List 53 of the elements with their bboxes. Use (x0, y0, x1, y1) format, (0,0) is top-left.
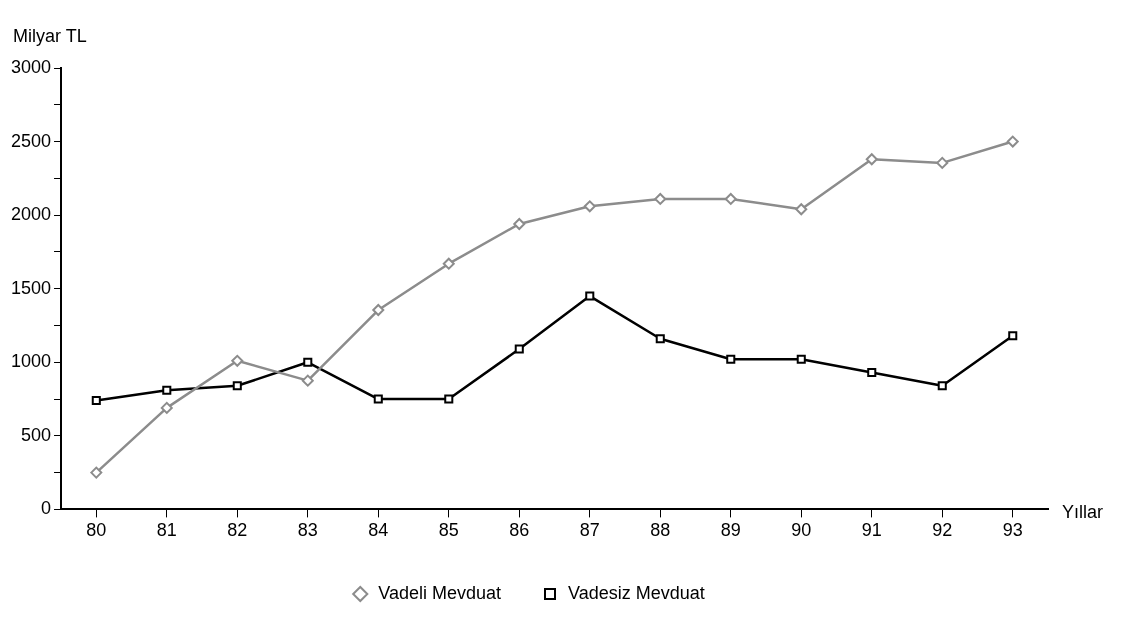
point (303, 357, 313, 367)
point (301, 374, 314, 387)
legend-label: Vadeli Mevduat (378, 582, 502, 603)
point (232, 381, 242, 391)
x-tick-label: 93 (1002, 520, 1023, 541)
point (655, 334, 665, 344)
point (937, 381, 947, 391)
point (795, 203, 808, 216)
point (796, 354, 806, 364)
point (724, 192, 737, 205)
y-tick-label: 3000 (11, 56, 52, 77)
point (231, 354, 244, 367)
point (1008, 331, 1018, 341)
point (1006, 135, 1019, 148)
x-tick-label: 90 (791, 520, 812, 541)
point (160, 401, 173, 414)
x-tick-label: 82 (227, 520, 248, 541)
y-tick-label: 500 (21, 424, 52, 445)
point (936, 156, 949, 169)
x-tick-label: 92 (932, 520, 953, 541)
y-tick-label: 0 (41, 498, 52, 519)
point (865, 153, 878, 166)
point (654, 192, 667, 205)
point (372, 304, 385, 317)
x-axis-title: Yıllar (1062, 502, 1104, 523)
y-tick-label: 2000 (11, 204, 52, 225)
point (444, 394, 454, 404)
x-tick-label: 80 (86, 520, 107, 541)
point (513, 217, 526, 230)
x-tick-label: 83 (297, 520, 318, 541)
x-tick-label: 87 (579, 520, 600, 541)
point (514, 344, 524, 354)
point (90, 466, 103, 479)
x-tick-label: 88 (650, 520, 671, 541)
point (583, 200, 596, 213)
x-tick-label: 89 (720, 520, 741, 541)
point (162, 385, 172, 395)
point (442, 257, 455, 270)
x-tick-label: 85 (438, 520, 459, 541)
y-tick-label: 2500 (11, 130, 52, 151)
point (585, 291, 595, 301)
y-axis-title: Milyar TL (13, 25, 87, 46)
point (91, 395, 101, 406)
x-tick-label: 86 (509, 520, 530, 541)
point (867, 368, 877, 378)
y-tick-label: 1500 (11, 277, 52, 298)
y-tick-label: 1000 (11, 351, 52, 372)
x-tick-label: 81 (156, 520, 177, 541)
x-tick-label: 84 (368, 520, 389, 541)
x-tick-label: 91 (861, 520, 882, 541)
legend-label: Vadesiz Mevduat (568, 582, 705, 603)
point (726, 354, 736, 364)
point (373, 394, 383, 404)
